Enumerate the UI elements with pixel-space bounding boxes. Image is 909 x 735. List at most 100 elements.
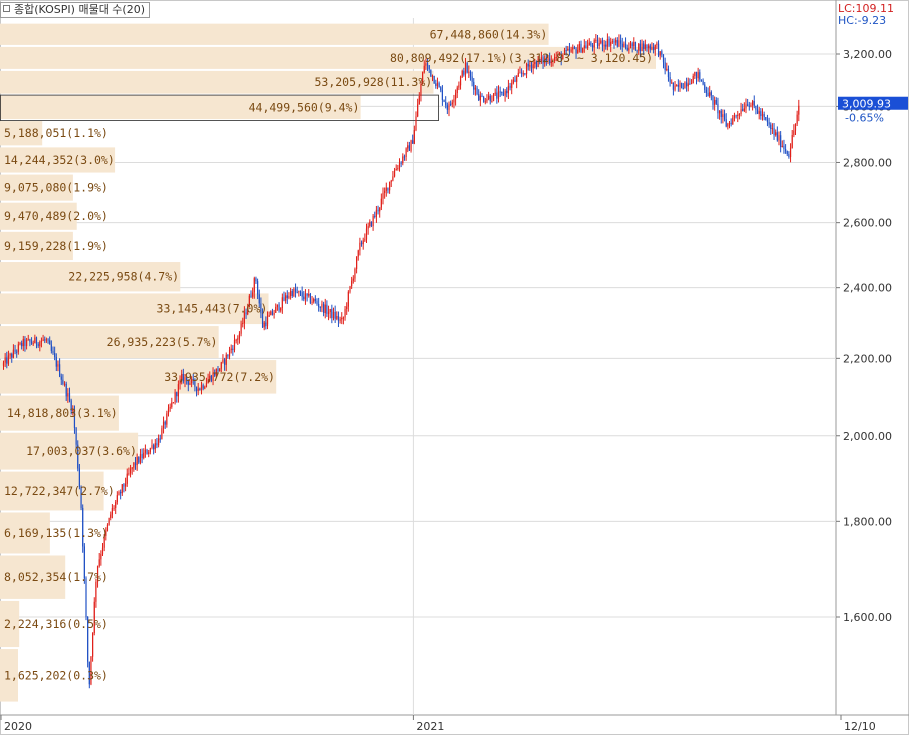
indicator-title[interactable]: 종합(KOSPI) 매물대 수(20) [0, 2, 151, 18]
candle-body [304, 293, 307, 300]
candle-body [85, 578, 87, 617]
indicator-toggle-icon[interactable] [3, 5, 10, 12]
candle-body [245, 312, 247, 315]
price-change-value: -0.65% [845, 112, 884, 125]
candle-body [283, 297, 285, 301]
candle-body [723, 114, 726, 120]
candle-body [131, 467, 133, 469]
candle-body [618, 40, 620, 47]
candle-body [426, 63, 429, 66]
candle-body [266, 316, 269, 327]
candle-body [181, 373, 183, 381]
candle-body [12, 349, 14, 358]
candle-body [534, 61, 536, 65]
candle-body [686, 82, 688, 87]
candle-body [303, 296, 305, 300]
candle-body [606, 38, 608, 47]
candle-body [115, 502, 117, 508]
candle-body [738, 114, 740, 116]
candle-body [337, 316, 340, 321]
candle-body [522, 73, 524, 75]
candle-body [459, 76, 462, 86]
volume-profile-bar [0, 231, 73, 261]
candle-body [189, 383, 191, 385]
candle-body [179, 380, 181, 385]
candle-body [544, 58, 546, 64]
candle-body [715, 99, 717, 104]
candle-body [402, 156, 404, 164]
candle-body [643, 43, 645, 49]
candle-body [296, 292, 298, 294]
candle-body [547, 58, 549, 61]
candle-body [535, 61, 538, 67]
candle-body [268, 315, 270, 317]
candle-body [210, 375, 212, 381]
candle-body [616, 40, 618, 47]
candle-body [354, 268, 356, 279]
candle-body [420, 84, 422, 96]
candle-body [286, 295, 288, 299]
candle-body [108, 517, 110, 525]
volume-profile-bar [0, 174, 73, 201]
candle-body [763, 114, 765, 118]
volume-profile-bar [0, 432, 139, 470]
candle-body [136, 456, 138, 466]
candle-body [486, 99, 488, 102]
candle-body [694, 71, 696, 76]
volume-profile-bar [0, 147, 116, 173]
candle-body [765, 117, 767, 120]
candle-body [539, 59, 541, 61]
candle-body [656, 43, 658, 45]
candle-body [511, 83, 513, 88]
candle-body [326, 304, 328, 314]
candle-body [138, 456, 140, 463]
candle-body [243, 312, 245, 324]
candle-body [153, 445, 155, 450]
candle-body [770, 124, 772, 129]
candle-body [232, 348, 234, 351]
candle-body [689, 83, 691, 85]
candle-body [542, 57, 544, 64]
candle-body [555, 57, 557, 59]
candle-body [537, 59, 539, 67]
volume-profile-bar [0, 293, 269, 325]
candle-body [415, 116, 417, 131]
candle-body [570, 49, 572, 52]
candle-body [39, 341, 41, 347]
candle-body [346, 306, 348, 310]
candle-body [595, 39, 597, 41]
candle-body [159, 438, 161, 440]
candle-body [496, 92, 498, 99]
candle-body [750, 105, 752, 107]
candle-body [255, 278, 257, 282]
candle-body [400, 162, 402, 164]
candle-body [633, 42, 635, 47]
candle-body [369, 221, 371, 227]
candle-body [166, 413, 168, 425]
volume-profile-bar [0, 202, 77, 230]
candle-body [235, 339, 237, 341]
candle-body [768, 122, 770, 125]
candle-body [220, 362, 222, 369]
candle-body [585, 45, 587, 49]
candle-body [397, 168, 399, 170]
candle-body [562, 54, 564, 60]
candle-body [649, 45, 651, 50]
indicator-title-text: 종합(KOSPI) 매물대 수(20) [14, 3, 146, 16]
candle-body [582, 48, 584, 53]
volume-profile-bar [0, 95, 361, 120]
candle-body [550, 61, 552, 64]
candle-body [27, 339, 29, 341]
candle-body [436, 83, 439, 86]
candle-body [120, 492, 122, 494]
candle-body [332, 311, 335, 319]
candle-body [6, 357, 8, 364]
candle-body [133, 462, 135, 468]
candle-body [752, 101, 754, 106]
candle-body [671, 82, 673, 84]
candle-body [247, 306, 249, 315]
candle-body [499, 91, 501, 93]
candle-body [771, 128, 773, 130]
candle-body [344, 309, 346, 318]
